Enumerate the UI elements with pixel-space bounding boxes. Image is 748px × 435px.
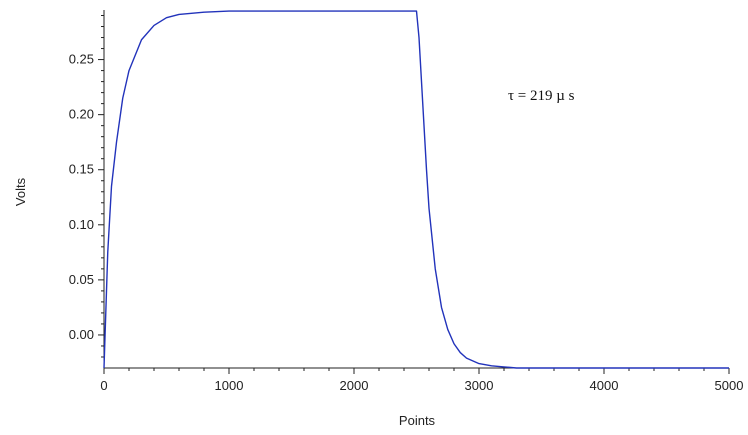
x-tick-label: 3000 — [465, 378, 494, 393]
y-tick-label: 0.25 — [69, 52, 94, 67]
ticks: 0 1000 2000 3000 4000 5000 0.00 0.05 0.10 0.15 0.2… — [69, 15, 744, 393]
x-axis-label: Points — [399, 413, 436, 428]
x-tick-label: 2000 — [340, 378, 369, 393]
series-layer — [103, 10, 729, 369]
x-tick-label: 0 — [100, 378, 107, 393]
x-tick-label: 5000 — [715, 378, 744, 393]
tau-annotation: τ = 219 µ s — [508, 88, 575, 104]
x-tick-label: 4000 — [590, 378, 619, 393]
series-line-0 — [103, 10, 729, 369]
x-tick-label: 1000 — [215, 378, 244, 393]
y-tick-label: 0.15 — [69, 162, 94, 177]
y-tick-label: 0.05 — [69, 272, 94, 287]
y-tick-label: 0.10 — [69, 217, 94, 232]
y-tick-label: 0.20 — [69, 107, 94, 122]
y-tick-label: 0.00 — [69, 327, 94, 342]
y-axis-label: Volts — [13, 177, 28, 206]
axes — [103, 10, 729, 369]
